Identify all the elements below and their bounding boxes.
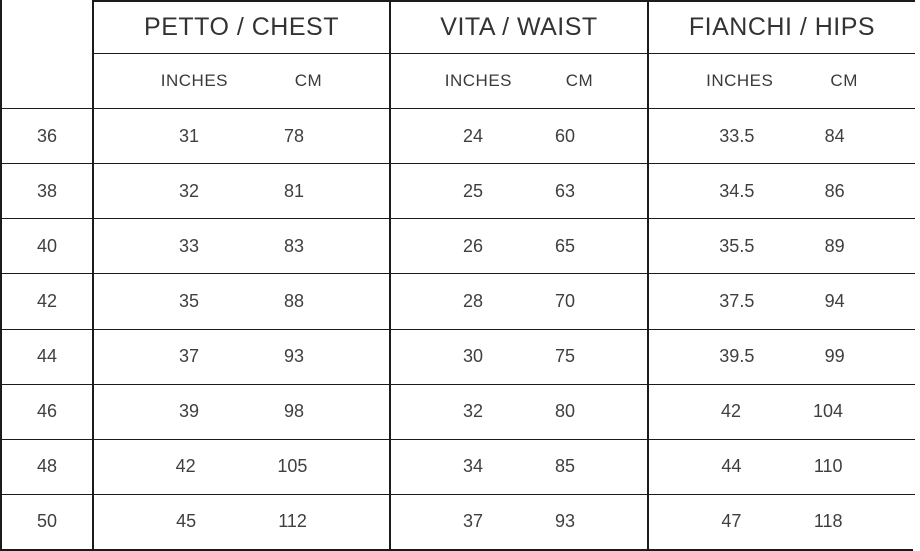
waist-cm-value: 85 xyxy=(554,456,575,477)
hips-inches-value: 47 xyxy=(721,511,742,532)
waist-inches-value: 30 xyxy=(462,346,483,367)
group-header-waist: VITA / WAIST xyxy=(389,0,647,53)
waist-cell: 34 85 xyxy=(389,438,647,494)
hips-inches-value: 42 xyxy=(720,401,741,422)
chest-inches-value: 45 xyxy=(176,511,197,532)
unit-label-inches: INCHES xyxy=(444,71,512,90)
hips-cm-value: 118 xyxy=(813,511,843,532)
hips-cell: 34.5 86 xyxy=(647,163,915,219)
waist-cm-value: 93 xyxy=(554,511,575,532)
hips-cm-value: 94 xyxy=(824,290,845,311)
size-value: 40 xyxy=(2,218,92,274)
chest-inches-value: 42 xyxy=(175,456,196,477)
hips-cm-value: 110 xyxy=(813,456,843,477)
chest-cm-value: 112 xyxy=(278,511,307,532)
unit-label-inches: INCHES xyxy=(706,71,774,90)
waist-cell: 28 70 xyxy=(389,273,647,329)
chest-cell: 39 98 xyxy=(92,383,389,439)
waist-inches-value: 24 xyxy=(462,125,483,146)
waist-inches-value: 37 xyxy=(462,511,483,532)
unit-label-cm: CM xyxy=(830,71,858,90)
chest-cell: 32 81 xyxy=(92,163,389,219)
chest-cm-value: 83 xyxy=(283,235,304,256)
waist-inches-value: 34 xyxy=(462,456,483,477)
waist-cm-value: 80 xyxy=(554,401,575,422)
waist-cell: 37 93 xyxy=(389,493,647,549)
hips-cell: 44 110 xyxy=(647,438,915,494)
hips-cm-value: 86 xyxy=(824,180,845,201)
hips-cell: 35.5 89 xyxy=(647,218,915,274)
waist-cell: 30 75 xyxy=(389,328,647,384)
waist-inches-value: 32 xyxy=(462,401,483,422)
chest-cell: 45 112 xyxy=(92,493,389,549)
chest-cell: 37 93 xyxy=(92,328,389,384)
chest-cm-value: 93 xyxy=(283,346,304,367)
corner-cell xyxy=(2,0,92,108)
unit-header-waist: INCHES CM xyxy=(389,53,647,108)
chest-inches-value: 33 xyxy=(178,235,199,256)
waist-cm-value: 65 xyxy=(554,235,575,256)
hips-cell: 47 118 xyxy=(647,493,915,549)
chest-cm-value: 98 xyxy=(283,401,304,422)
chest-cm-value: 105 xyxy=(277,456,308,477)
waist-cell: 32 80 xyxy=(389,383,647,439)
hips-cm-value: 104 xyxy=(812,401,844,422)
hips-cm-value: 89 xyxy=(824,235,845,256)
size-value: 38 xyxy=(2,163,92,219)
waist-inches-value: 26 xyxy=(462,235,483,256)
chest-cell: 35 88 xyxy=(92,273,389,329)
size-value: 36 xyxy=(2,108,92,164)
unit-label-cm: CM xyxy=(294,71,323,90)
size-value: 50 xyxy=(2,493,92,549)
chest-cell: 42 105 xyxy=(92,438,389,494)
hips-cell: 39.5 99 xyxy=(647,328,915,384)
unit-label-cm: CM xyxy=(565,71,594,90)
chest-cm-value: 81 xyxy=(283,180,304,201)
chest-inches-value: 32 xyxy=(178,180,199,201)
waist-inches-value: 25 xyxy=(462,180,483,201)
size-value: 44 xyxy=(2,328,92,384)
group-header-chest: PETTO / CHEST xyxy=(92,0,389,53)
waist-cm-value: 75 xyxy=(554,346,575,367)
unit-header-hips: INCHES CM xyxy=(647,53,915,108)
chest-inches-value: 35 xyxy=(178,290,199,311)
hips-inches-value: 39.5 xyxy=(719,346,755,367)
chest-cell: 33 83 xyxy=(92,218,389,274)
waist-cm-value: 60 xyxy=(554,125,575,146)
chest-inches-value: 39 xyxy=(178,401,199,422)
hips-cell: 33.5 84 xyxy=(647,108,915,164)
chest-cm-value: 88 xyxy=(283,290,304,311)
hips-inches-value: 33.5 xyxy=(719,125,755,146)
waist-cell: 25 63 xyxy=(389,163,647,219)
group-header-hips: FIANCHI / HIPS xyxy=(647,0,915,53)
waist-cell: 24 60 xyxy=(389,108,647,164)
hips-inches-value: 44 xyxy=(721,456,742,477)
chest-inches-value: 37 xyxy=(178,346,199,367)
waist-inches-value: 28 xyxy=(462,290,483,311)
hips-cell: 37.5 94 xyxy=(647,273,915,329)
unit-label-inches: INCHES xyxy=(160,71,228,90)
hips-cm-value: 84 xyxy=(824,125,845,146)
waist-cm-value: 70 xyxy=(554,290,575,311)
size-value: 42 xyxy=(2,273,92,329)
waist-cell: 26 65 xyxy=(389,218,647,274)
size-value: 46 xyxy=(2,383,92,439)
chest-inches-value: 31 xyxy=(178,125,199,146)
hips-inches-value: 34.5 xyxy=(719,180,755,201)
chest-cm-value: 78 xyxy=(283,125,304,146)
hips-cm-value: 99 xyxy=(824,346,845,367)
hips-inches-value: 37.5 xyxy=(719,290,755,311)
hips-inches-value: 35.5 xyxy=(719,235,755,256)
size-value: 48 xyxy=(2,438,92,494)
chest-cell: 31 78 xyxy=(92,108,389,164)
unit-header-chest: INCHES CM xyxy=(92,53,389,108)
waist-cm-value: 63 xyxy=(554,180,575,201)
hips-cell: 42 104 xyxy=(647,383,915,439)
